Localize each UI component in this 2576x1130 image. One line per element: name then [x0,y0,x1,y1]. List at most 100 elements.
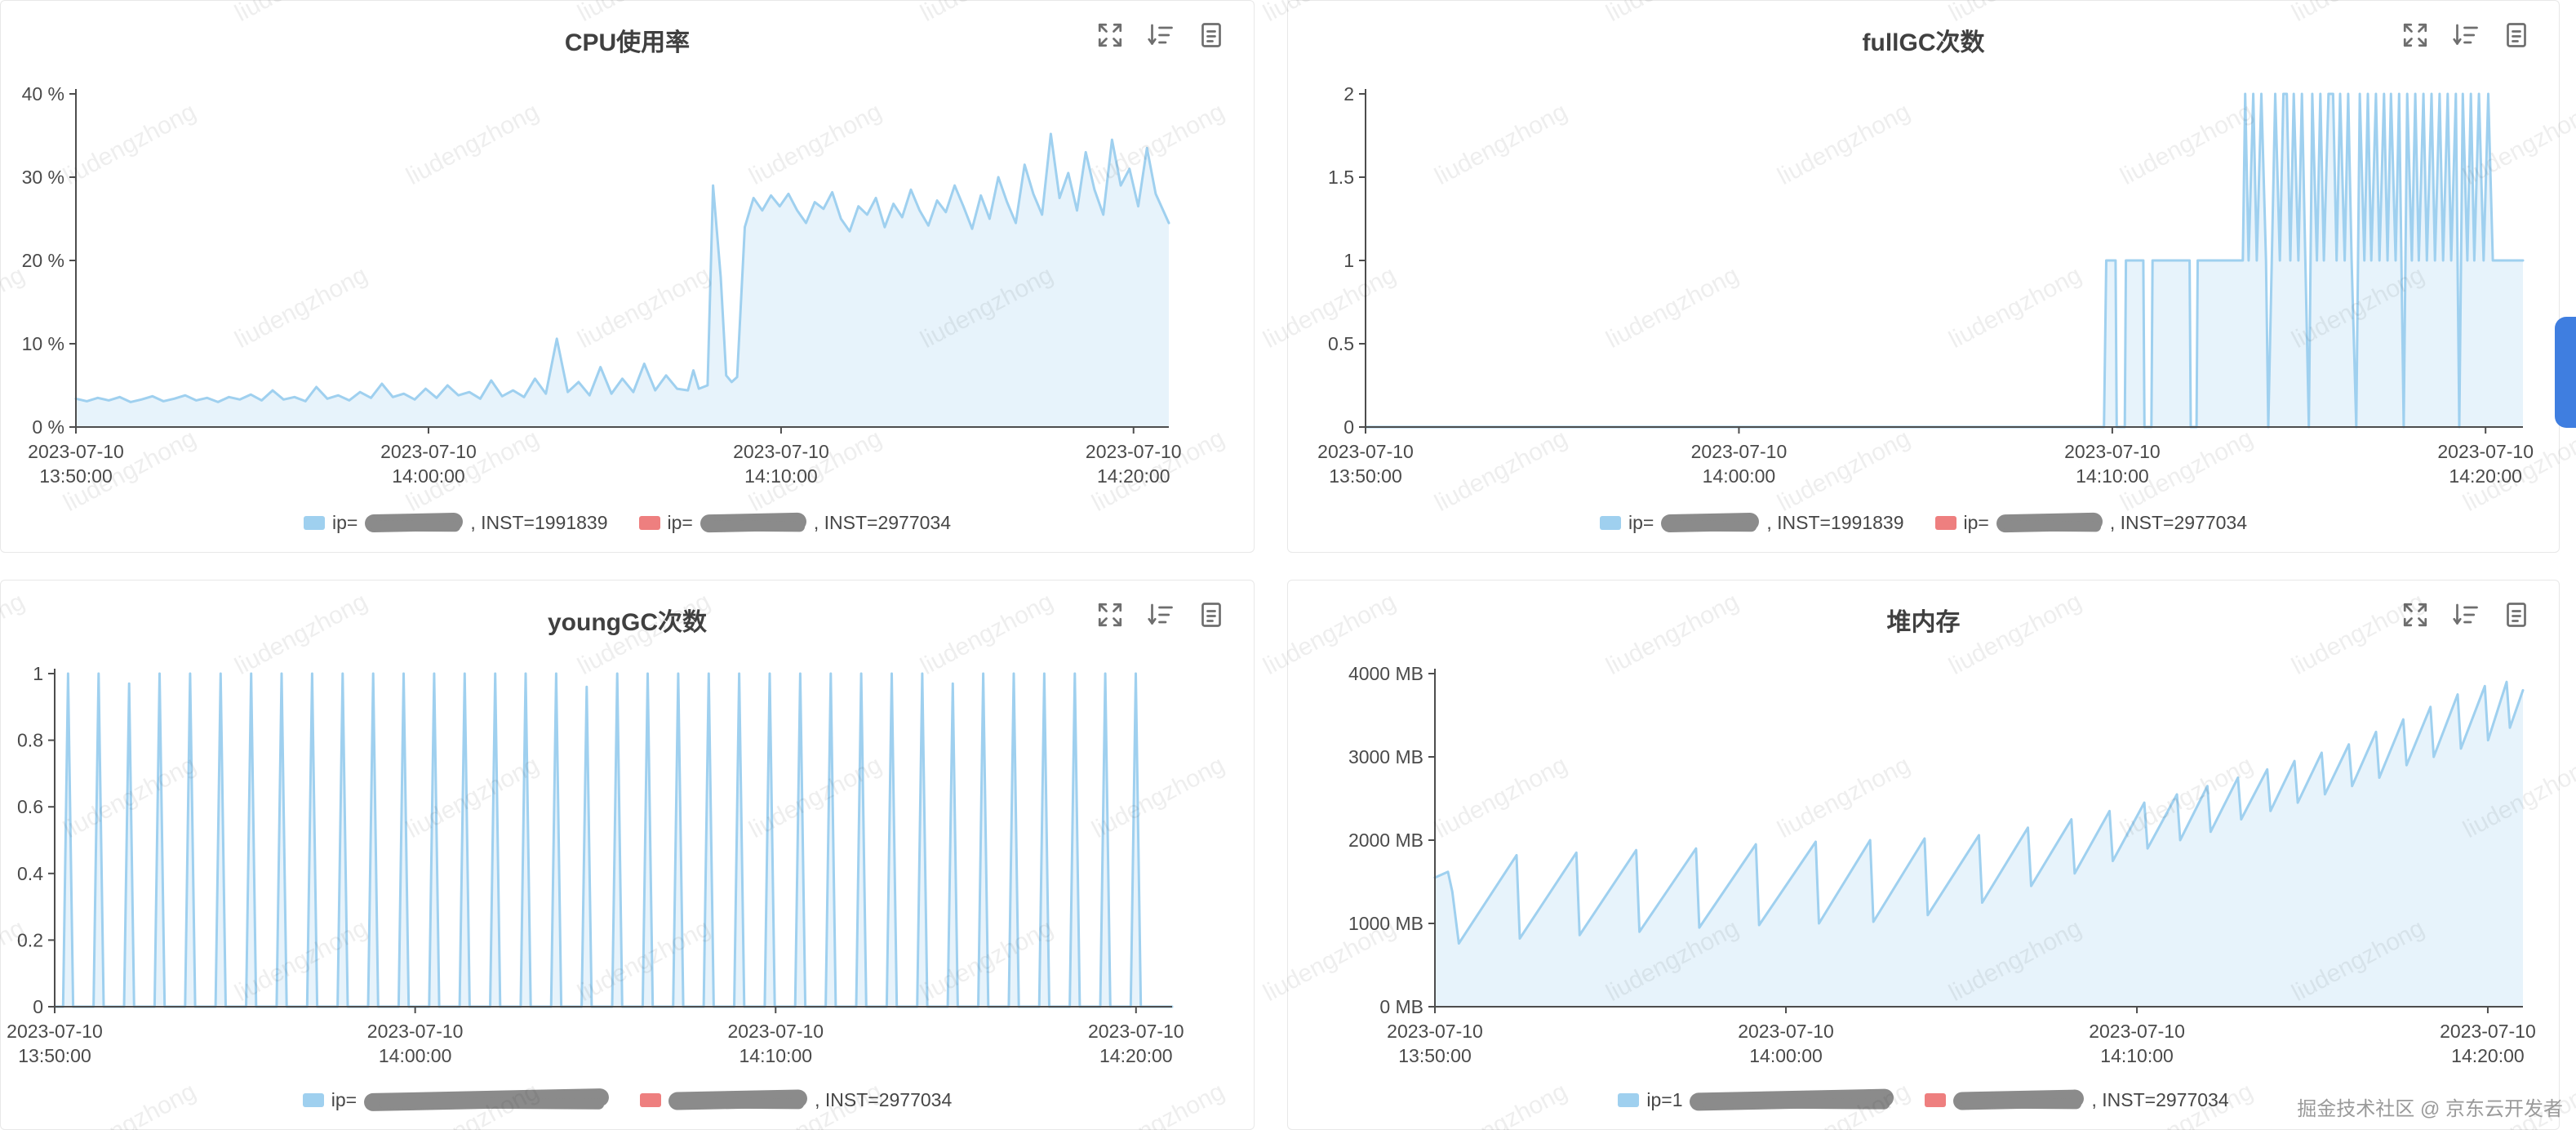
x-tick-label: 14:20:00 [2449,465,2522,487]
legend-item[interactable]: ip= , INST=2977034 [1934,512,2247,534]
chart-toolbox [1095,600,1226,630]
x-tick-label: 2023-07-10 [2437,441,2534,462]
x-tick-label: 13:50:00 [1398,1045,1472,1066]
legend-item[interactable]: ip= , INST=1991839 [1600,512,1904,534]
chart-toolbox [1095,20,1226,50]
x-tick-label: 13:50:00 [18,1045,91,1066]
data-view-icon[interactable] [2502,600,2531,630]
side-panel-toggle[interactable] [2555,317,2576,428]
redaction-scribble [1953,1088,2085,1110]
chart-legend: ip= , INST=1991839 ip= , INST=2977034 [1,512,1254,534]
legend-label: , INST=2977034 [813,512,951,533]
x-tick-label: 14:10:00 [739,1045,813,1066]
fullscreen-icon[interactable] [1095,600,1125,630]
y-tick-label: 0.5 [1328,333,1354,354]
x-tick-label: 2023-07-10 [1387,1021,1483,1042]
sort-icon[interactable] [2451,600,2481,630]
legend-item[interactable]: ip= , INST=1991839 [304,512,608,534]
x-tick-label: 14:00:00 [1749,1045,1823,1066]
y-tick-label: 0.2 [17,929,43,950]
chart-canvas[interactable]: 0 0.2 0.4 0.6 0.8 1 2023-07-10 13:50:00 2023-07-… [1,652,1254,1069]
legend-swatch [638,516,660,530]
fullscreen-icon[interactable] [2401,20,2430,50]
x-tick-label: 2023-07-10 [733,441,829,462]
x-tick-label: 14:20:00 [1099,1045,1173,1066]
legend-item[interactable]: ip= [302,1088,610,1111]
y-tick-label: 1 [1344,250,1354,271]
legend-label: ip=1 [1646,1089,1683,1110]
y-tick-label: 1 [33,663,43,684]
y-tick-label: 30 % [22,167,64,188]
chart-canvas[interactable]: 0 MB 1000 MB 2000 MB 3000 MB 4000 MB 2023-07-… [1288,652,2559,1069]
panel-fullgc-count: fullGC次数 0 0.5 1 1.5 2 2023-07-10 13:50:00 2023… [1287,0,2560,553]
x-tick-label: 2023-07-10 [367,1021,464,1042]
legend-swatch [1934,516,1956,530]
legend-label: , INST=2977034 [2091,1089,2229,1110]
y-tick-label: 2 [1344,83,1354,105]
sort-icon[interactable] [1146,20,1175,50]
x-tick-label: 2023-07-10 [2064,441,2161,462]
series-area [76,134,1169,427]
y-tick-label: 1.5 [1328,167,1354,188]
series-line [74,132,1170,403]
x-tick-label: 14:10:00 [2100,1045,2174,1066]
chart-canvas[interactable]: 0 % 10 % 20 % 30 % 40 % 2023-07-10 13:50:00 202… [1,73,1254,489]
data-view-icon[interactable] [1197,20,1226,50]
y-tick-label: 40 % [22,83,64,105]
legend-label: ip= [1963,512,1989,533]
legend-swatch [304,516,325,530]
fullscreen-icon[interactable] [1095,20,1125,50]
chart-canvas[interactable]: 0 0.5 1 1.5 2 2023-07-10 13:50:00 2023-07-10 14:… [1288,73,2559,489]
sort-icon[interactable] [2451,20,2481,50]
x-tick-label: 14:10:00 [744,465,818,487]
chart-toolbox [2401,600,2531,630]
data-view-icon[interactable] [2502,20,2531,50]
x-tick-label: 2023-07-10 [1738,1021,1834,1042]
y-tick-label: 10 % [22,333,64,354]
chart-title: youngGC次数 [548,609,707,636]
y-tick-label: 3000 MB [1348,746,1423,767]
x-tick-label: 14:00:00 [379,1045,452,1066]
x-tick-label: 2023-07-10 [1086,441,1182,462]
redaction-scribble [1661,512,1760,532]
legend-label: , INST=1991839 [470,512,608,533]
fullscreen-icon[interactable] [2401,600,2430,630]
redaction-scribble [700,512,807,532]
data-view-icon[interactable] [1197,600,1226,630]
x-tick-label: 2023-07-10 [1317,441,1414,462]
x-tick-label: 14:00:00 [392,465,465,487]
x-tick-label: 2023-07-10 [727,1021,824,1042]
legend-item[interactable]: , INST=2977034 [640,1088,952,1111]
redaction-scribble [363,1088,610,1111]
x-tick-label: 2023-07-10 [1088,1021,1184,1042]
legend-item[interactable]: ip=1 [1618,1088,1894,1111]
legend-label: ip= [331,1089,358,1110]
x-tick-label: 2023-07-10 [2440,1021,2536,1042]
x-tick-label: 13:50:00 [39,465,113,487]
legend-label: ip= [332,512,358,533]
chart-toolbox [2401,20,2531,50]
panel-cpu-usage: CPU使用率 0 % 10 % 20 % 30 % 40 % 2023-07-10 13:5… [0,0,1255,553]
legend-label: ip= [667,512,693,533]
legend-label: , INST=1991839 [1766,512,1904,533]
y-tick-label: 1000 MB [1348,913,1423,934]
x-tick-label: 2023-07-10 [7,1021,103,1042]
legend-label: , INST=2977034 [2109,512,2247,533]
attribution: 掘金技术社区 @ 京东云开发者 [2297,1098,2563,1120]
y-tick-label: 0.6 [17,796,43,817]
legend-item[interactable]: , INST=2977034 [1925,1088,2229,1111]
y-tick-label: 0.8 [17,730,43,751]
chart-title: 堆内存 [1886,609,1961,636]
y-tick-label: 20 % [22,250,64,271]
sort-icon[interactable] [1146,600,1175,630]
legend-item[interactable]: ip= , INST=2977034 [638,512,951,534]
x-tick-label: 14:10:00 [2076,465,2149,487]
chart-title: fullGC次数 [1862,29,1985,56]
x-tick-label: 14:00:00 [1703,465,1776,487]
chart-legend: ip= , INST=1991839 ip= , INST=2977034 [1288,512,2559,534]
legend-swatch [1925,1093,1947,1107]
series-line [1433,680,2525,945]
x-tick-label: 2023-07-10 [28,441,124,462]
